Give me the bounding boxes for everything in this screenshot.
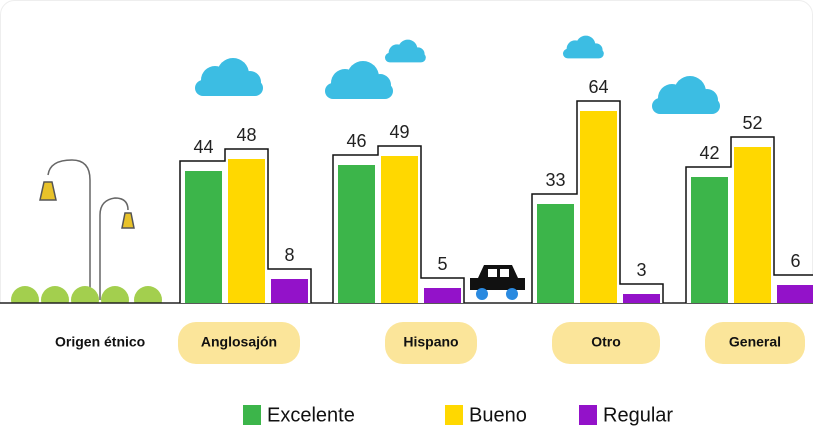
value-label: 5 (437, 254, 447, 274)
plot: 44 48 8 Anglosajón 46 49 5 Hispano 33 64 3 Otro 42 52… (178, 77, 813, 426)
car (470, 265, 525, 300)
legend-swatch (445, 405, 463, 425)
value-label: 44 (193, 137, 213, 157)
category-pill (705, 322, 805, 364)
value-label: 8 (284, 245, 294, 265)
value-label: 49 (389, 122, 409, 142)
x-axis-label: Origen étnico (55, 334, 145, 350)
bar (580, 111, 617, 303)
value-label: 48 (236, 125, 256, 145)
bar (338, 165, 375, 303)
legend-label: Excelente (267, 404, 355, 426)
bar (185, 171, 222, 303)
category-pill (178, 322, 300, 364)
bar (424, 288, 461, 303)
bar (777, 285, 813, 303)
value-label: 6 (790, 251, 800, 271)
value-label: 52 (742, 113, 762, 133)
legend-swatch (579, 405, 597, 425)
bar (623, 294, 660, 303)
lamps (39, 159, 135, 300)
value-label: 46 (346, 131, 366, 151)
bar (734, 147, 771, 303)
x-tick-label: Hispano (403, 334, 458, 350)
value-label: 3 (636, 260, 646, 280)
legend-label: Regular (603, 404, 673, 426)
value-label: 33 (545, 170, 565, 190)
legend-swatch (243, 405, 261, 425)
x-tick-label: Otro (591, 334, 621, 350)
bar (271, 279, 308, 303)
bar (537, 204, 574, 303)
legend-label: Bueno (469, 404, 527, 426)
bar (228, 159, 265, 303)
bar (691, 177, 728, 303)
clouds (195, 35, 720, 114)
value-label: 42 (699, 143, 719, 163)
category-pill (552, 322, 660, 364)
value-label: 64 (588, 77, 608, 97)
category-pill (385, 322, 477, 364)
x-tick-label: General (729, 334, 781, 350)
bar (381, 156, 418, 303)
x-tick-label: Anglosajón (201, 334, 277, 350)
